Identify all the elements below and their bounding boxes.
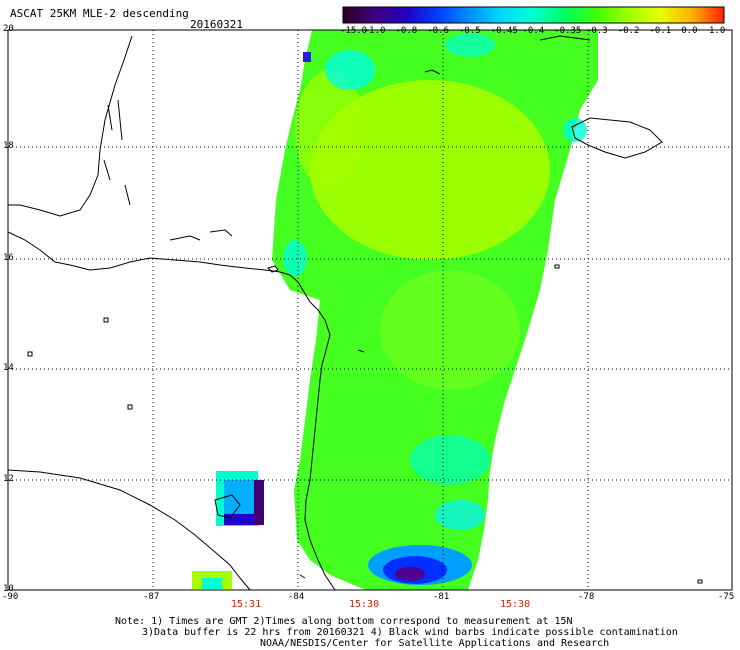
colorbar-label: -0.45 [490, 26, 518, 36]
colorbar-swatches [342, 6, 725, 24]
colorbar-label: 0.0 [681, 26, 698, 36]
colorbar-label: -15.0 [340, 26, 368, 36]
note-line-3: NOAA/NESDIS/Center for Satellite Applica… [260, 638, 610, 649]
colorbar-label: 1.0 [709, 26, 726, 36]
latitude-label: 18 [3, 141, 14, 151]
colorbar-label: -0.35 [554, 26, 582, 36]
small-data-patch [192, 471, 264, 589]
colorbar-label: -0.6 [427, 26, 449, 36]
colorbar-gradient [342, 6, 725, 24]
scatterometer-swath [272, 30, 598, 590]
colorbar-label: -0.3 [586, 26, 608, 36]
map-frame [7, 29, 733, 591]
latitude-label: 16 [3, 253, 14, 263]
latitude-label: 14 [3, 363, 14, 373]
longitude-label: -81 [433, 592, 450, 602]
latitude-label: 10 [3, 584, 14, 594]
note-line-2: 3)Data buffer is 22 hrs from 20160321 4)… [142, 627, 678, 638]
colorbar-label: -0.1 [649, 26, 672, 36]
map-title: ASCAT 25KM MLE-2 descending [10, 7, 189, 20]
latitude-label: 12 [3, 474, 14, 484]
longitude-label: -87 [143, 592, 160, 602]
colorbar-label: -0.5 [459, 26, 481, 36]
longitude-label: -75 [718, 592, 735, 602]
colorbar-label: -0.2 [617, 26, 640, 36]
longitude-label: -84 [288, 592, 305, 602]
colorbar-label: -0.8 [395, 26, 418, 36]
lat-lon-grid [8, 30, 732, 590]
pass-time-2: 15:30 [349, 599, 380, 610]
colorbar-label: -1.0 [363, 26, 386, 36]
pass-time-3: 15:30 [500, 599, 531, 610]
coastlines [7, 35, 703, 591]
map-date: 20160321 [190, 18, 243, 31]
latitude-label: 20 [3, 24, 14, 34]
pass-time-1: 15:31 [231, 599, 262, 610]
longitude-label: -78 [578, 592, 595, 602]
colorbar-label: -0.4 [522, 26, 545, 36]
colorbar: -15.0 -1.0 -0.8 -0.6 -0.5 -0.45 -0.4 -0.35 -0.3-… [340, 6, 725, 36]
longitude-label: -90 [2, 592, 19, 602]
note-line-1: Note: 1) Times are GMT 2)Times along bot… [115, 616, 573, 627]
